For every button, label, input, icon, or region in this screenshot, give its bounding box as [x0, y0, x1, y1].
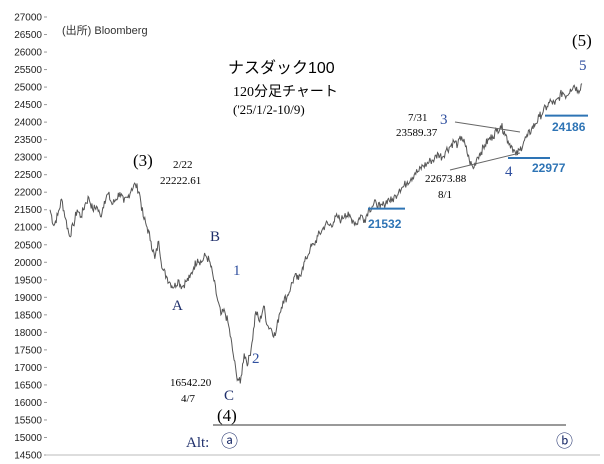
value-81: 22673.88 — [425, 173, 467, 185]
y-tick-label: 25500 — [14, 65, 42, 76]
chart-period: ('25/1/2-10/9) — [233, 102, 305, 117]
y-tick-label: 23000 — [14, 153, 42, 164]
y-tick-label: 20000 — [14, 258, 42, 269]
wave-a: A — [172, 298, 183, 314]
wave-1: 1 — [233, 263, 241, 279]
wave-3-paren: (3) — [133, 151, 153, 170]
wave-4-paren: (4) — [217, 406, 237, 425]
high-date: 2/22 — [173, 159, 193, 171]
chart-subtitle: 120分足チャート — [233, 84, 338, 100]
wave-c: C — [224, 388, 234, 404]
y-tick-label: 25000 — [14, 83, 42, 94]
y-tick-label: 24000 — [14, 118, 42, 129]
y-tick-label: 22500 — [14, 170, 42, 181]
date-81: 8/1 — [438, 189, 452, 201]
wave-b: B — [210, 229, 220, 245]
y-tick-label: 19500 — [14, 275, 42, 286]
y-tick-label: 18500 — [14, 310, 42, 321]
low-date: 4/7 — [181, 393, 196, 405]
y-tick-label: 19000 — [14, 293, 42, 304]
y-tick-label: 16000 — [14, 398, 42, 409]
y-tick-label: 20500 — [14, 240, 42, 251]
level-22977-label: 22977 — [532, 161, 566, 175]
y-tick-label: 18000 — [14, 328, 42, 339]
y-tick-label: 21500 — [14, 205, 42, 216]
chart-title: ナスダック100 — [228, 59, 335, 77]
wave-5-paren: (5) — [572, 31, 592, 50]
y-axis: 14500 15000 15500 16000 16500 17000 17500 18000… — [14, 13, 47, 462]
y-tick-label: 26500 — [14, 30, 42, 41]
alt-a-label: ⓐ — [221, 432, 238, 451]
level-21532-label: 21532 — [368, 217, 402, 231]
y-tick-label: 14500 — [14, 451, 42, 462]
y-tick-label: 17000 — [14, 363, 42, 374]
y-tick-label: 15500 — [14, 415, 42, 426]
source-label: (出所) Bloomberg — [62, 23, 148, 37]
y-tick-label: 22000 — [14, 188, 42, 199]
alt-b-label: ⓑ — [556, 432, 573, 451]
price-line — [49, 83, 583, 384]
value-731: 23589.37 — [396, 127, 438, 139]
y-tick-label: 26000 — [14, 48, 42, 59]
y-tick-label: 21000 — [14, 223, 42, 234]
lower-trendline — [449, 152, 521, 171]
upper-trendline — [454, 121, 521, 133]
high-value: 22222.61 — [160, 175, 201, 187]
low-value: 16542.20 — [170, 377, 212, 389]
alt-label: Alt: — [186, 435, 209, 451]
y-tick-label: 16500 — [14, 380, 42, 391]
y-tick-label: 27000 — [14, 13, 42, 24]
y-tick-label: 15000 — [14, 433, 42, 444]
wave-2: 2 — [252, 351, 260, 367]
y-tick-label: 17500 — [14, 345, 42, 356]
date-731: 7/31 — [408, 112, 428, 124]
y-tick-label: 23500 — [14, 135, 42, 146]
y-tick-label: 24500 — [14, 100, 42, 111]
wave-5: 5 — [579, 58, 587, 74]
wave-4-small: 4 — [505, 164, 513, 180]
wave-3-small: 3 — [440, 112, 448, 128]
level-24186-label: 24186 — [552, 120, 586, 134]
